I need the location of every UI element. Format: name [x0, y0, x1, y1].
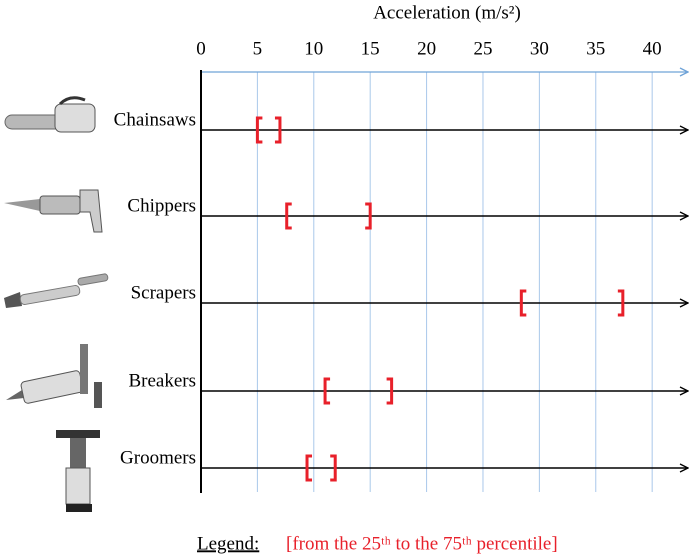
- x-tick-label: 25: [473, 38, 492, 59]
- x-tick-label: 0: [196, 38, 206, 59]
- range-low: [323, 377, 331, 405]
- x-tick-label: 35: [586, 38, 605, 59]
- breaker-icon: [6, 344, 102, 408]
- range-high: [274, 116, 282, 144]
- range-high: [330, 454, 337, 482]
- legend-title: Legend:: [197, 533, 259, 554]
- chainsaw-icon: [4, 96, 96, 133]
- category-label: Chippers: [127, 195, 196, 216]
- groomer-icon: [56, 430, 100, 512]
- range-high: [386, 377, 394, 405]
- x-tick-label: 40: [643, 38, 662, 59]
- range-low: [519, 289, 527, 317]
- range-low: [255, 116, 263, 144]
- category-label: Chainsaws: [114, 109, 196, 130]
- category-label: Groomers: [120, 447, 196, 468]
- x-tick-label: 20: [417, 38, 436, 59]
- x-tick-label: 10: [304, 38, 323, 59]
- range-high: [617, 289, 625, 317]
- category-label: Breakers: [128, 370, 196, 391]
- x-tick-label: 15: [361, 38, 380, 59]
- legend-text: [from the 25ᵗʰ to the 75ᵗʰ percentile]: [286, 533, 558, 554]
- range-low: [285, 202, 292, 230]
- range-high: [365, 202, 372, 230]
- chipper-icon: [4, 189, 103, 233]
- range-low: [305, 454, 313, 482]
- category-label: Scrapers: [131, 282, 196, 303]
- axis-title: Acceleration (m/s²): [373, 2, 521, 23]
- x-tick-label: 30: [530, 38, 549, 59]
- scraper-icon: [4, 273, 109, 308]
- x-tick-label: 5: [253, 38, 263, 59]
